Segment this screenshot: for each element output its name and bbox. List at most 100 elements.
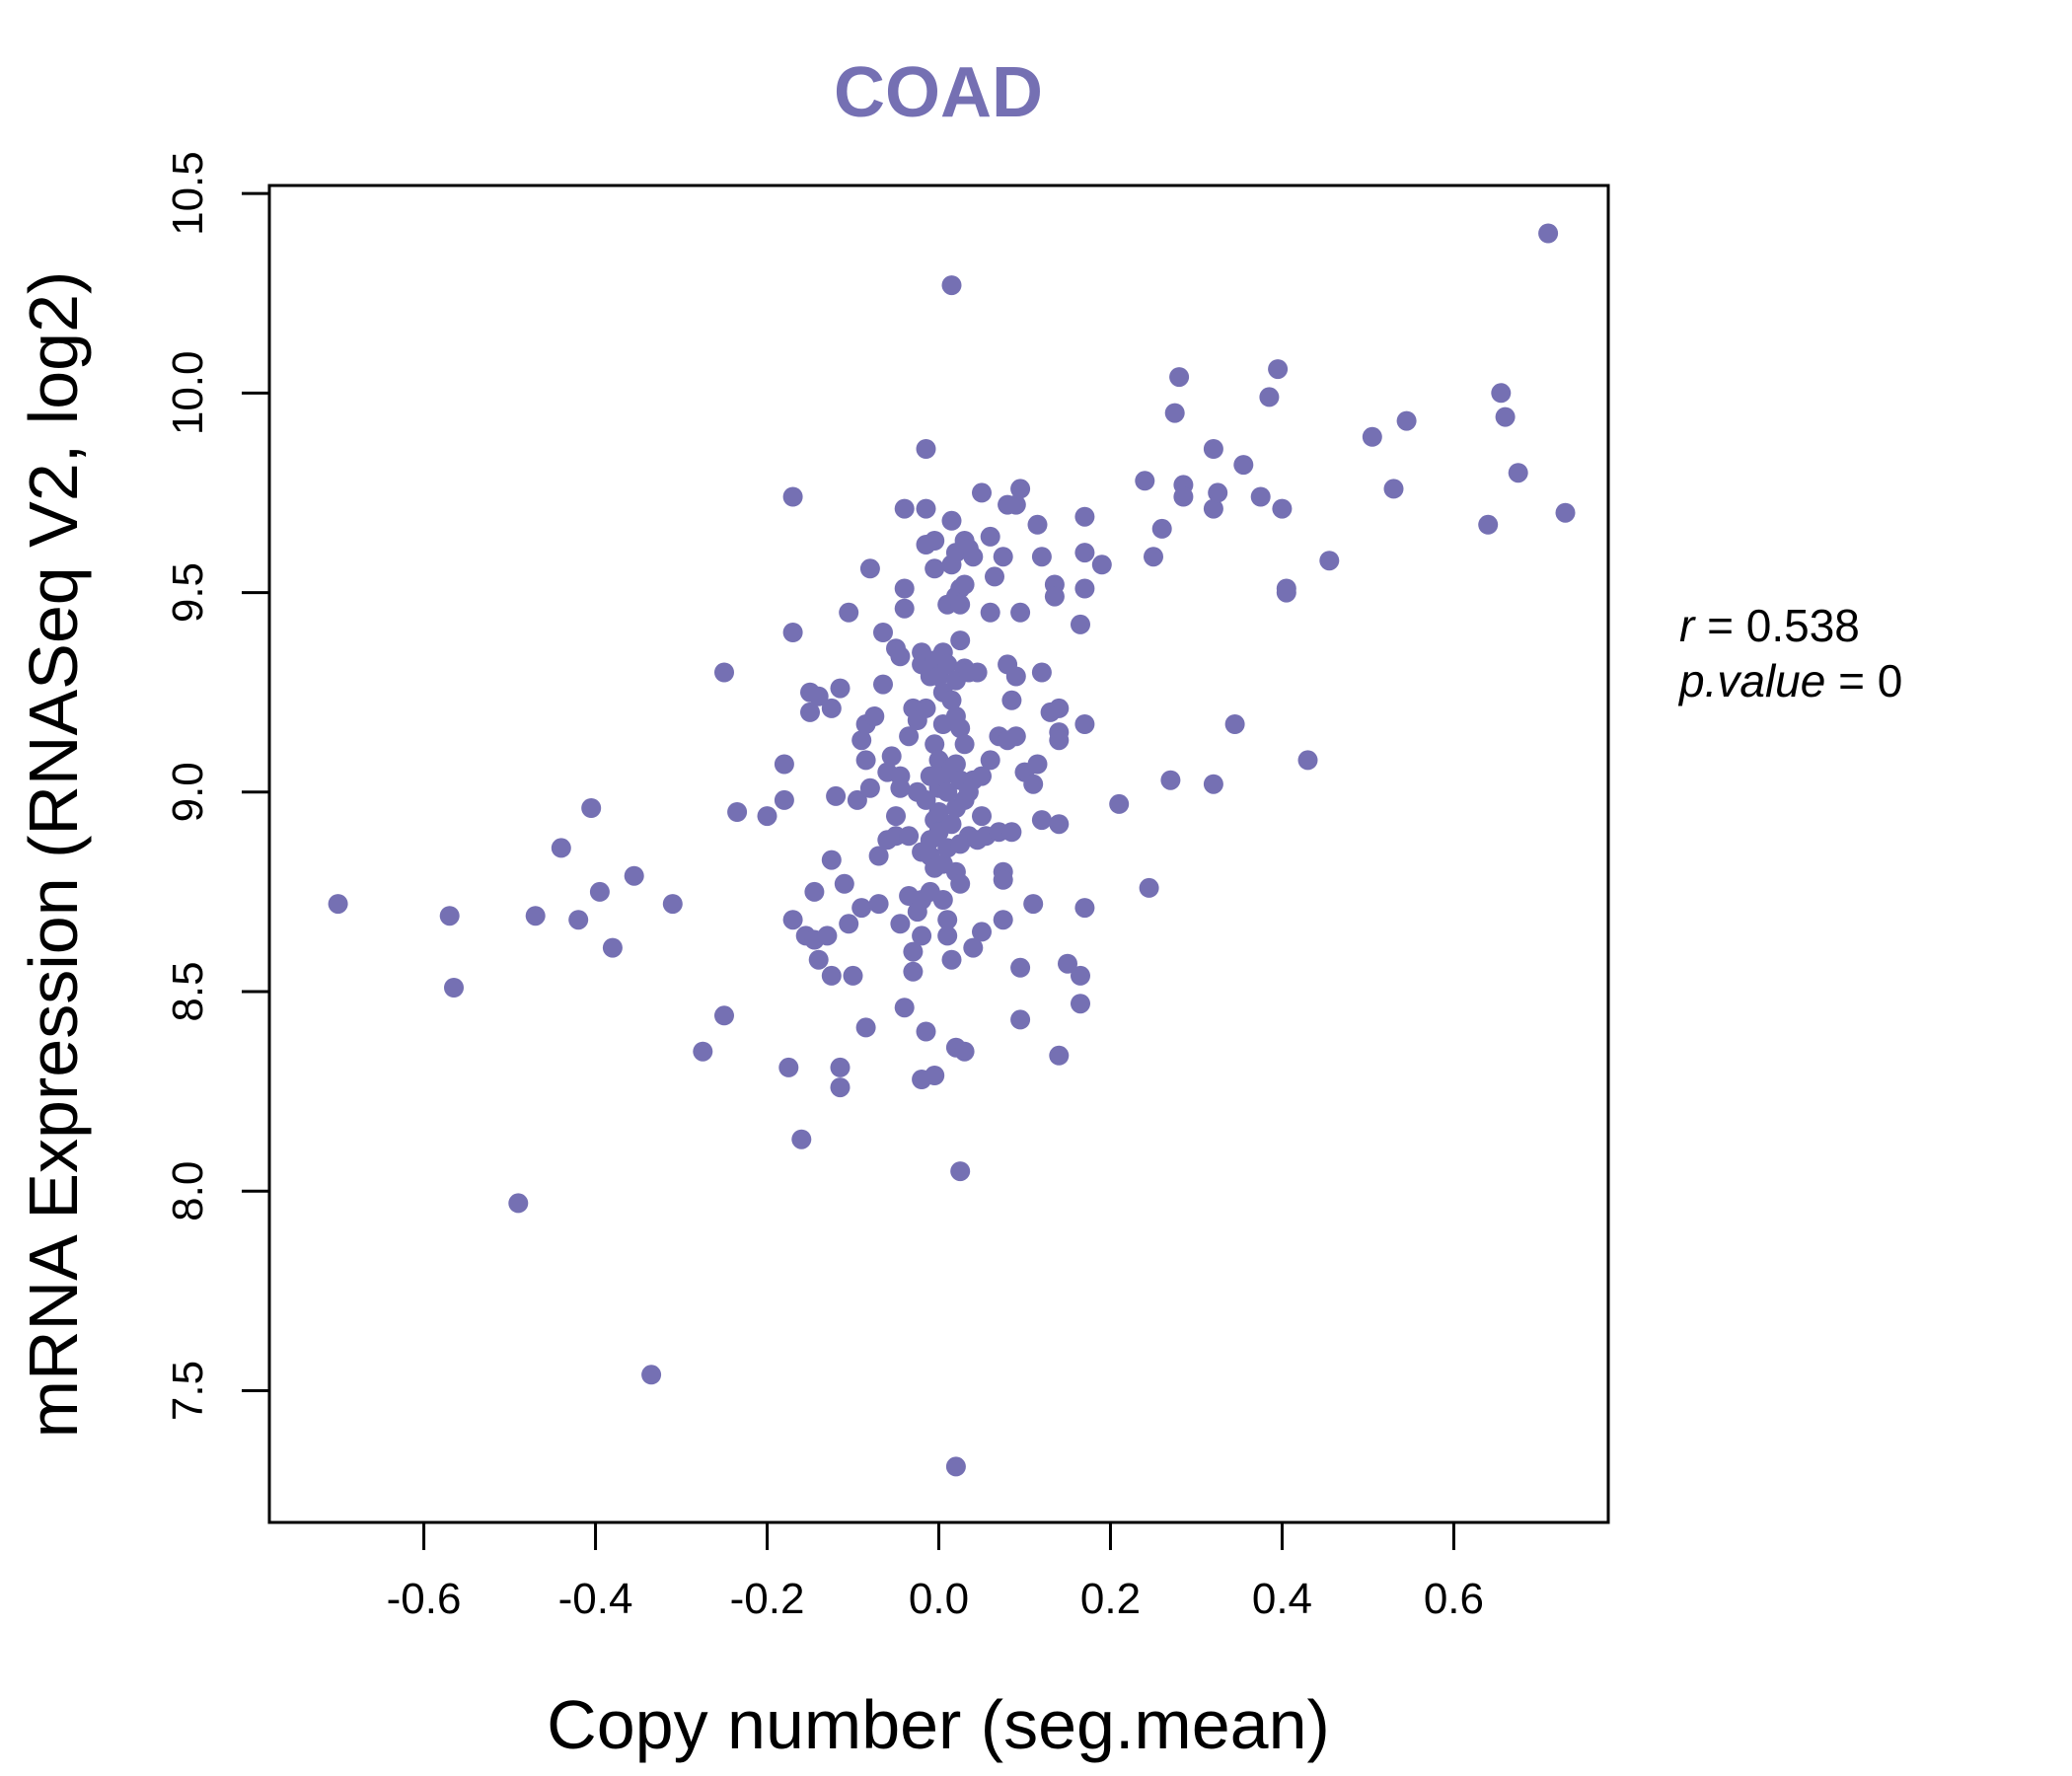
- data-point-4: [525, 906, 546, 926]
- data-point-67: [894, 578, 915, 599]
- data-point-47: [855, 750, 876, 771]
- data-point-21: [782, 486, 803, 507]
- data-point-101: [925, 734, 945, 755]
- data-point-51: [859, 777, 880, 798]
- data-point-217: [1151, 518, 1172, 539]
- data-point-19: [774, 789, 794, 810]
- data-point-6: [568, 910, 589, 930]
- data-point-17: [757, 806, 777, 827]
- data-point-245: [1555, 502, 1576, 523]
- p-equals: =: [1825, 655, 1877, 706]
- y-tick-label: 10.0: [164, 351, 212, 436]
- data-point-225: [1203, 439, 1223, 459]
- data-point-127: [941, 275, 962, 296]
- data-point-237: [1362, 426, 1382, 447]
- data-point-206: [1071, 994, 1090, 1014]
- data-point-202: [1049, 1045, 1070, 1066]
- data-point-31: [808, 686, 829, 706]
- data-point-41: [839, 602, 859, 623]
- data-point-138: [950, 594, 971, 615]
- data-point-235: [1297, 750, 1318, 771]
- data-point-150: [954, 1041, 975, 1062]
- data-point-139: [950, 630, 971, 651]
- data-point-32: [817, 925, 838, 946]
- data-point-211: [1074, 898, 1095, 919]
- data-point-163: [972, 922, 992, 942]
- data-point-66: [890, 914, 911, 934]
- data-point-28: [804, 881, 825, 902]
- data-point-207: [1074, 506, 1095, 527]
- data-point-191: [1027, 754, 1048, 775]
- data-point-214: [1135, 471, 1155, 491]
- data-point-188: [1023, 774, 1044, 794]
- data-point-88: [916, 439, 936, 459]
- data-point-14: [714, 662, 734, 683]
- data-point-203: [1058, 953, 1077, 974]
- data-point-40: [834, 873, 854, 894]
- data-point-36: [826, 785, 847, 806]
- x-tick-label: -0.4: [558, 1575, 633, 1623]
- data-point-114: [932, 890, 953, 910]
- data-point-198: [1049, 698, 1070, 718]
- data-point-35: [821, 850, 842, 870]
- y-tick-label: 9.0: [164, 762, 212, 822]
- data-point-53: [868, 894, 889, 915]
- data-point-69: [894, 998, 915, 1018]
- data-point-52: [864, 706, 885, 726]
- data-point-173: [993, 869, 1013, 890]
- data-point-201: [1049, 814, 1070, 835]
- data-point-243: [1508, 463, 1528, 483]
- data-point-100: [925, 1066, 945, 1085]
- data-point-242: [1495, 407, 1516, 427]
- data-point-42: [839, 914, 859, 934]
- r-symbol: r: [1679, 600, 1696, 651]
- data-point-155: [963, 547, 984, 567]
- data-point-192: [1031, 547, 1052, 567]
- data-point-20: [778, 1057, 799, 1077]
- data-point-8: [589, 881, 610, 902]
- data-point-48: [855, 1017, 876, 1038]
- data-point-162: [972, 806, 992, 827]
- x-tick-label: -0.6: [387, 1575, 462, 1623]
- data-point-183: [1010, 479, 1031, 499]
- data-point-241: [1491, 383, 1512, 404]
- data-point-75: [903, 941, 924, 962]
- x-tick-label: -0.2: [730, 1575, 805, 1623]
- data-point-165: [980, 526, 1000, 547]
- data-point-184: [1010, 602, 1031, 623]
- data-point-1: [439, 906, 460, 926]
- data-point-144: [950, 1161, 971, 1182]
- data-point-126: [941, 949, 962, 970]
- data-point-226: [1208, 482, 1228, 503]
- p-symbol: p.value: [1677, 655, 1825, 706]
- data-point-98: [925, 558, 945, 579]
- data-point-208: [1074, 543, 1095, 563]
- data-point-205: [1071, 965, 1090, 986]
- data-point-189: [1023, 894, 1044, 915]
- data-point-37: [830, 678, 851, 699]
- data-point-70: [894, 598, 915, 619]
- correlation-annotation: r = 0.538: [1679, 600, 1860, 651]
- data-point-50: [859, 558, 880, 579]
- x-axis-ticks: -0.6 -0.4 -0.2 0.0 0.2 0.4 0.6: [387, 1522, 1484, 1623]
- data-point-185: [1010, 957, 1031, 978]
- data-point-186: [1010, 1009, 1031, 1030]
- data-point-119: [937, 925, 958, 946]
- data-point-182: [1005, 726, 1026, 747]
- data-point-212: [1091, 555, 1112, 575]
- data-point-240: [1478, 514, 1499, 535]
- data-point-71: [899, 826, 920, 847]
- data-point-213: [1109, 793, 1130, 814]
- data-point-18: [774, 754, 794, 775]
- data-point-200: [1049, 730, 1070, 751]
- data-point-117: [937, 781, 958, 802]
- data-point-236: [1319, 551, 1340, 571]
- data-point-3: [508, 1193, 529, 1214]
- data-point-232: [1272, 498, 1293, 519]
- y-tick-label: 7.5: [164, 1361, 212, 1421]
- data-point-61: [886, 806, 906, 827]
- data-point-68: [894, 498, 915, 519]
- data-point-55: [873, 674, 893, 695]
- data-point-2: [444, 978, 464, 998]
- data-point-161: [972, 766, 992, 786]
